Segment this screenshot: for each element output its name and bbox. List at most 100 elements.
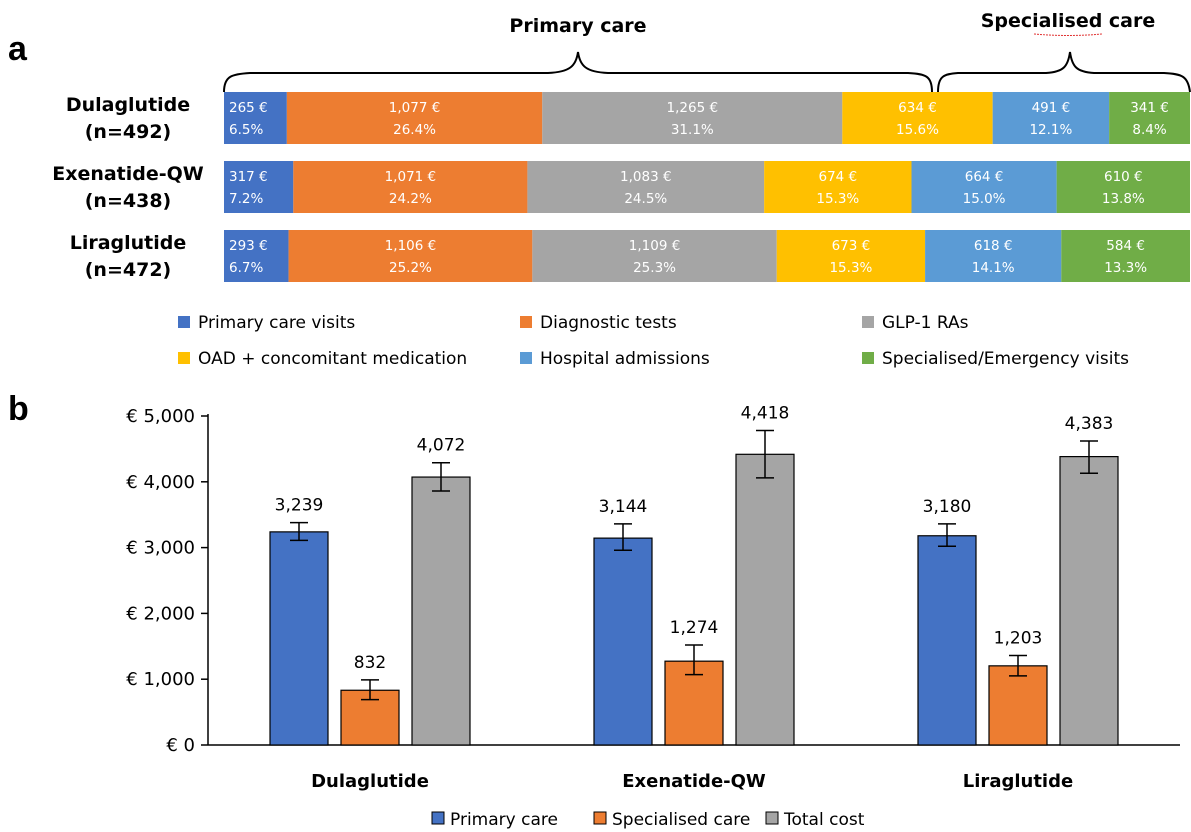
segment-glp-1-ras	[532, 230, 777, 282]
row-label-n: (n=472)	[85, 259, 171, 281]
segment-diagnostic-tests	[286, 92, 543, 144]
specialised-care-header: Specialised care	[981, 10, 1156, 32]
segment-cost-label: 1,071 €	[385, 169, 437, 185]
bar-primary-care	[269, 531, 329, 746]
y-tick-label: € 5,000	[126, 406, 195, 427]
segment-cost-label: 634 €	[898, 100, 937, 116]
segment-pct-label: 15.6%	[896, 122, 939, 138]
segment-cost-label: 1,077 €	[389, 100, 441, 116]
specialised-care-brace	[937, 51, 1191, 93]
legend-item-primary-care: Primary care	[431, 810, 558, 830]
segment-glp-1-ras	[527, 161, 765, 213]
row-liraglutide: Liraglutide (n=472) 293 € 6.7% 1,106 € 25.2% 1…	[70, 230, 1190, 282]
legend-label: Specialised care	[612, 810, 750, 830]
row-label-drug: Liraglutide	[70, 232, 187, 254]
category-label: Liraglutide	[963, 771, 1073, 792]
segment-oad-concomitant-medication	[776, 230, 926, 282]
segment-cost-label: 491 €	[1032, 100, 1071, 116]
segment-primary-care-visits	[224, 161, 294, 213]
primary-care-header: Primary care	[509, 15, 646, 37]
panel-b-grouped-cost-bars: b € 0 € 1,000 € 2,000 € 3,000 € 4,000 € 5,000…	[8, 390, 1180, 830]
bar-total-cost	[1059, 456, 1119, 746]
segment-cost-label: 293 €	[229, 238, 268, 254]
segment-pct-label: 13.3%	[1104, 260, 1147, 276]
row-label-n: (n=438)	[85, 190, 171, 212]
segment-oad-concomitant-medication	[842, 92, 993, 144]
legend-label: Total cost	[783, 810, 865, 830]
legend-label: Hospital admissions	[540, 349, 710, 369]
legend-item-specialised-emergency-visits: Specialised/Emergency visits	[862, 349, 1129, 369]
segment-glp-1-ras	[542, 92, 843, 144]
legend-swatch	[862, 316, 874, 328]
legend-swatch	[178, 316, 190, 328]
segment-hospital-admissions	[925, 230, 1062, 282]
legend-item-hospital-admissions: Hospital admissions	[520, 349, 710, 369]
value-label: 4,383	[1065, 414, 1114, 434]
legend-swatch	[178, 352, 190, 364]
legend-item-diagnostic-tests: Diagnostic tests	[520, 313, 677, 333]
legend-swatch	[765, 811, 779, 825]
row-exenatide-qw: Exenatide-QW (n=438) 317 € 7.2% 1,071 € 24.2%…	[52, 161, 1190, 213]
segment-cost-label: 584 €	[1106, 238, 1145, 254]
segment-pct-label: 31.1%	[671, 122, 714, 138]
legend-label: Primary care	[450, 810, 558, 830]
segment-pct-label: 14.1%	[972, 260, 1015, 276]
segment-cost-label: 265 €	[229, 100, 268, 116]
legend-label: Specialised/Emergency visits	[882, 349, 1129, 369]
segment-cost-label: 1,106 €	[385, 238, 437, 254]
legend-label: Diagnostic tests	[540, 313, 677, 333]
value-label: 1,203	[994, 629, 1043, 649]
segment-diagnostic-tests	[288, 230, 533, 282]
segment-hospital-admissions	[911, 161, 1057, 213]
value-label: 4,072	[417, 436, 466, 456]
panel-a-letter: a	[8, 30, 28, 68]
segment-cost-label: 673 €	[832, 238, 871, 254]
row-dulaglutide: Dulaglutide (n=492) 265 € 6.5% 1,077 € 26.4% 1…	[66, 92, 1190, 144]
legend-item-total-cost: Total cost	[765, 810, 865, 830]
segment-pct-label: 24.5%	[624, 191, 667, 207]
bar-primary-care	[593, 537, 653, 746]
segment-pct-label: 25.2%	[389, 260, 432, 276]
segment-pct-label: 15.3%	[816, 191, 859, 207]
legend-item-specialised-care: Specialised care	[593, 810, 750, 830]
category-label: Dulaglutide	[311, 771, 429, 792]
legend-a: Primary care visits Diagnostic tests GLP-1…	[178, 313, 1129, 369]
value-label: 4,418	[741, 403, 790, 423]
legend-swatch	[520, 352, 532, 364]
segment-cost-label: 317 €	[229, 169, 268, 185]
group-liraglutide: Liraglutide 3,180 1,203 4,383	[917, 414, 1119, 792]
legend-label: OAD + concomitant medication	[198, 349, 467, 369]
segment-specialised-emergency-visits	[1056, 161, 1190, 213]
row-label-drug: Dulaglutide	[66, 94, 190, 116]
segment-diagnostic-tests	[293, 161, 528, 213]
legend-label: Primary care visits	[198, 313, 355, 333]
y-tick-label: € 2,000	[126, 603, 195, 624]
segment-cost-label: 341 €	[1130, 100, 1169, 116]
segment-cost-label: 618 €	[974, 238, 1013, 254]
segment-pct-label: 7.2%	[229, 191, 263, 207]
y-tick-label: € 4,000	[126, 472, 195, 493]
legend-b: Primary care Specialised care Total cost	[431, 810, 865, 830]
row-label-n: (n=492)	[85, 121, 171, 143]
segment-primary-care-visits	[224, 230, 289, 282]
segment-pct-label: 15.0%	[963, 191, 1006, 207]
stacked-rows: Dulaglutide (n=492) 265 € 6.5% 1,077 € 26.4% 1…	[52, 92, 1190, 282]
value-label: 1,274	[670, 618, 719, 638]
value-label: 3,144	[599, 497, 648, 517]
row-label-drug: Exenatide-QW	[52, 163, 204, 185]
panel-b-letter: b	[8, 390, 29, 428]
segment-specialised-emergency-visits	[1061, 230, 1190, 282]
bar-total-cost	[735, 453, 795, 746]
y-tick-label: € 3,000	[126, 538, 195, 559]
value-label: 832	[354, 653, 386, 673]
segment-pct-label: 12.1%	[1029, 122, 1072, 138]
segment-pct-label: 26.4%	[393, 122, 436, 138]
legend-swatch	[431, 811, 445, 825]
grouped-bars: Dulaglutide 3,239 832 4,072 Exenatide-QW 3,14…	[269, 403, 1119, 792]
segment-cost-label: 1,109 €	[629, 238, 681, 254]
group-exenatide-qw: Exenatide-QW 3,144 1,274 4,418	[593, 403, 795, 792]
bar-total-cost	[411, 476, 471, 746]
legend-item-primary-care-visits: Primary care visits	[178, 313, 355, 333]
segment-cost-label: 1,083 €	[620, 169, 672, 185]
